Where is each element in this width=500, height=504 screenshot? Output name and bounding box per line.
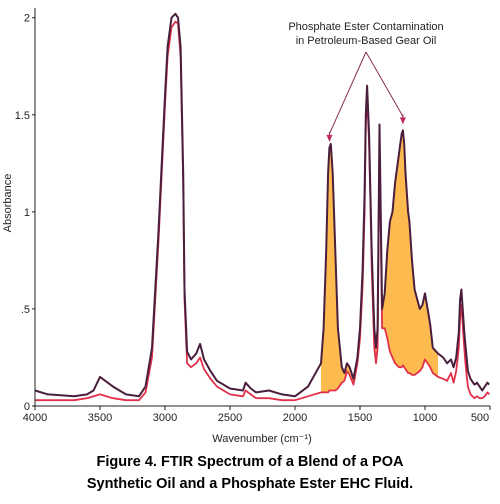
annotation-arrow-line <box>328 51 367 135</box>
y-tick-label: .5 <box>21 304 30 316</box>
x-tick-label: 1500 <box>348 412 372 424</box>
series-layer <box>34 12 491 402</box>
x-tick-label: 500 <box>471 412 489 424</box>
figure-caption-line-2: Synthetic Oil and a Phosphate Ester EHC … <box>86 476 414 492</box>
x-tick-label: 2500 <box>218 412 242 424</box>
ftir-chart: 4000 3500 3000 2500 2000 1500 1000 5000.511.52 … <box>2 8 491 445</box>
annotation-text-line: in Petroleum-Based Gear Oil <box>296 35 437 47</box>
y-tick-label: 0 <box>24 401 30 413</box>
annotation-arrowhead <box>399 117 406 125</box>
annotation-arrow-line <box>365 51 404 117</box>
contamination-fill-layer <box>321 85 438 393</box>
x-axis-title: Wavenumber (cm⁻¹) <box>212 433 312 445</box>
y-tick-label: 1 <box>24 207 30 219</box>
y-tick-label: 2 <box>24 13 30 25</box>
figure-caption-line-1: Figure 4. FTIR Spectrum of a Blend of a … <box>96 454 404 470</box>
x-tick-label: 3000 <box>153 412 177 424</box>
series-line-blend <box>34 12 491 398</box>
x-tick-label: 4000 <box>23 412 47 424</box>
x-tick-label: 3500 <box>88 412 112 424</box>
annotation-arrowhead <box>326 134 333 142</box>
y-tick-label: 1.5 <box>15 110 30 122</box>
x-tick-label: 1000 <box>413 412 437 424</box>
x-tick-label: 2000 <box>283 412 307 424</box>
y-axis-title: Absorbance <box>2 174 14 233</box>
annotation-text-line: Phosphate Ester Contamination <box>288 21 443 33</box>
contamination-fill-area <box>321 85 438 393</box>
ticks-layer: 4000 3500 3000 2500 2000 1500 1000 500 0 .5 1 1.5 2 <box>15 13 491 424</box>
axes <box>34 8 490 407</box>
annotation-layer: Phosphate Ester Contamination in Petroleu… <box>288 21 444 142</box>
